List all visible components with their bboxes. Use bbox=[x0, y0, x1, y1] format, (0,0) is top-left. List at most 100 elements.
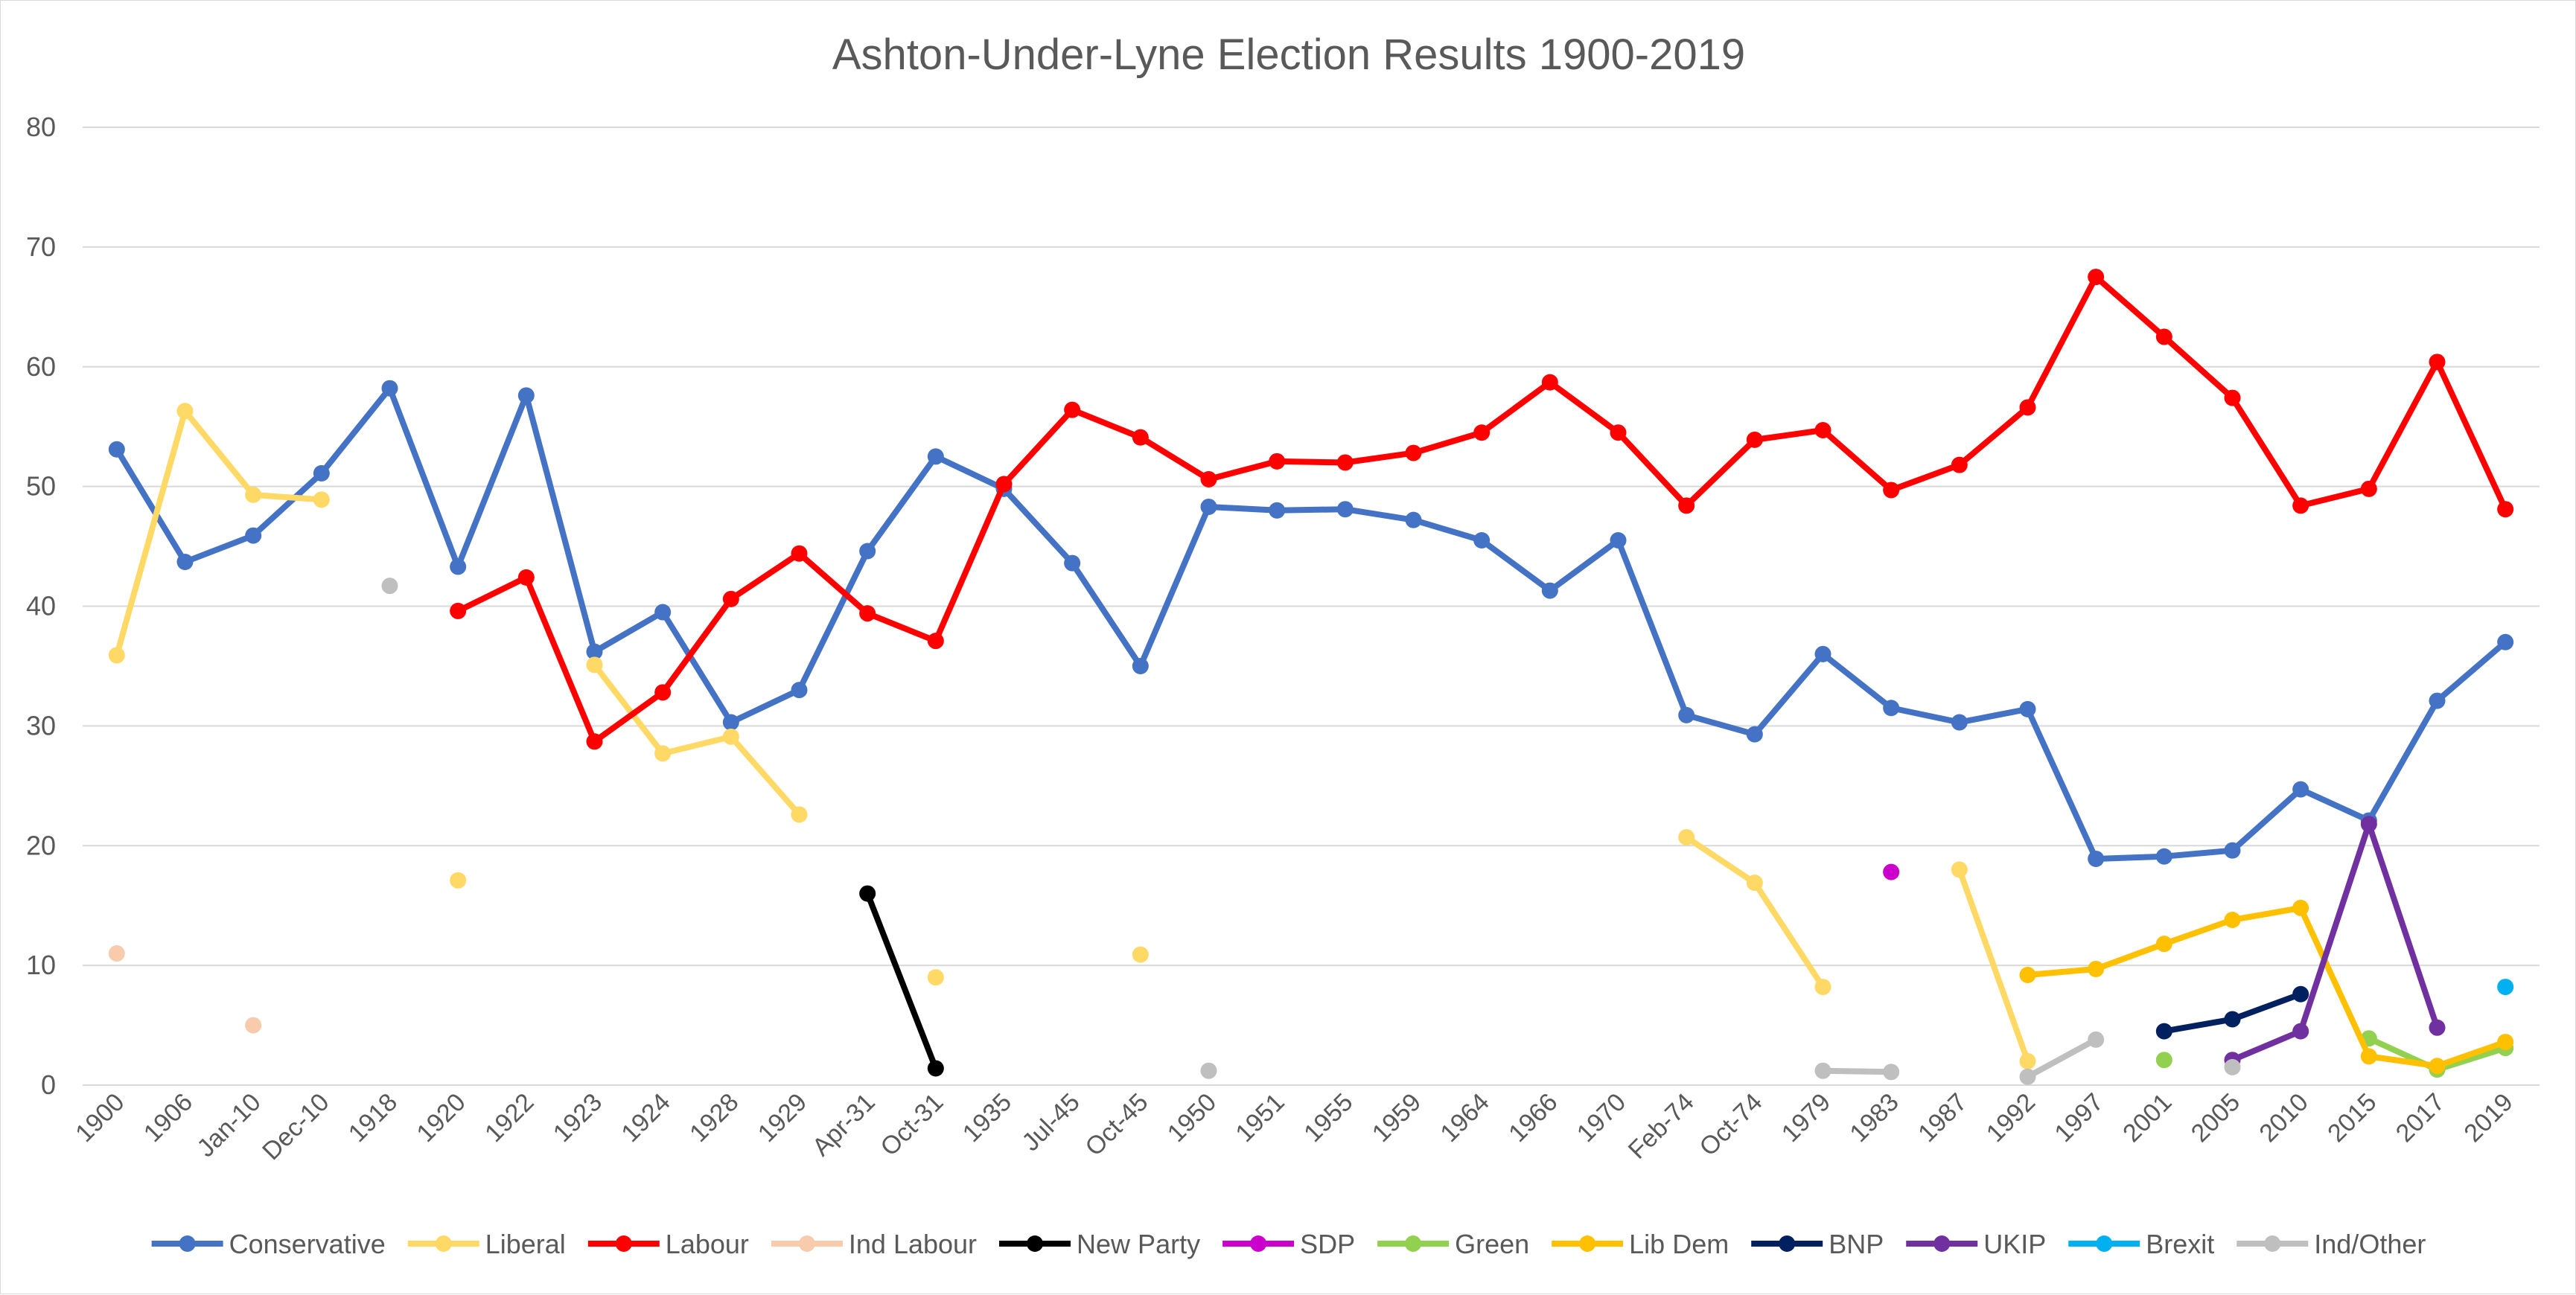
legend-label: Brexit bbox=[2146, 1229, 2214, 1259]
data-point bbox=[1336, 454, 1354, 471]
x-tick-label: 1922 bbox=[479, 1088, 539, 1148]
x-tick-label: Oct-74 bbox=[1694, 1088, 1767, 1162]
series-line bbox=[2229, 821, 2440, 1064]
x-tick-label: 1955 bbox=[1298, 1088, 1358, 1148]
data-point bbox=[2224, 911, 2241, 928]
x-tick-label: 1923 bbox=[548, 1088, 608, 1148]
data-point bbox=[1200, 470, 1217, 487]
legend-item: Brexit bbox=[2068, 1229, 2214, 1259]
data-point bbox=[927, 1060, 944, 1077]
legend-item: Labour bbox=[587, 1229, 749, 1259]
x-tick-label: 1959 bbox=[1367, 1088, 1426, 1148]
series-line bbox=[591, 662, 803, 818]
x-tick-label: 1966 bbox=[1503, 1088, 1563, 1148]
x-tick-label: 1987 bbox=[1913, 1088, 1972, 1148]
x-tick-label: 1928 bbox=[684, 1088, 744, 1148]
data-point bbox=[1678, 828, 1695, 845]
data-point bbox=[245, 527, 262, 544]
data-point bbox=[2224, 1058, 2241, 1075]
data-point bbox=[1473, 424, 1491, 441]
x-tick-label: Jan-10 bbox=[191, 1088, 266, 1163]
data-point bbox=[1610, 532, 1627, 549]
series-brexit bbox=[2497, 979, 2514, 996]
legend-marker bbox=[1405, 1235, 1422, 1252]
data-point bbox=[245, 486, 262, 503]
y-tick-label: 20 bbox=[26, 830, 56, 860]
data-point bbox=[859, 543, 876, 560]
x-tick-label: 1929 bbox=[753, 1088, 812, 1148]
data-point bbox=[1951, 714, 1968, 731]
legend-label: Lib Dem bbox=[1629, 1229, 1729, 1259]
x-tick-label: 1935 bbox=[957, 1088, 1017, 1148]
data-point bbox=[2088, 960, 2105, 977]
data-point bbox=[108, 647, 125, 664]
data-point bbox=[1814, 979, 1831, 996]
data-point bbox=[1746, 726, 1763, 743]
data-point bbox=[791, 682, 808, 699]
y-axis-labels: 0 10 20 30 40 50 60 70 80 bbox=[26, 112, 56, 1100]
data-point bbox=[517, 569, 535, 586]
x-tick-label: Feb-74 bbox=[1623, 1088, 1700, 1165]
data-point bbox=[1678, 706, 1695, 723]
series-new-party bbox=[859, 885, 944, 1077]
series-lib-dem bbox=[2019, 899, 2514, 1075]
data-point bbox=[1064, 401, 1081, 418]
series-conservative bbox=[108, 380, 2514, 867]
y-tick-label: 10 bbox=[26, 950, 56, 980]
data-point bbox=[108, 441, 125, 458]
legend-item: Lib Dem bbox=[1552, 1229, 1729, 1259]
series-line bbox=[1683, 834, 1826, 991]
legend-marker bbox=[615, 1235, 632, 1252]
data-point bbox=[2088, 1031, 2105, 1048]
series-liberal bbox=[108, 403, 2036, 1069]
series-line bbox=[1956, 866, 2031, 1064]
data-point bbox=[1746, 431, 1763, 448]
legend-marker bbox=[1250, 1235, 1267, 1252]
data-point bbox=[1951, 456, 1968, 473]
legend-item: Liberal bbox=[407, 1229, 566, 1259]
y-tick-label: 0 bbox=[41, 1069, 56, 1100]
data-point bbox=[586, 656, 603, 674]
data-point bbox=[2155, 328, 2172, 345]
legend-marker bbox=[2264, 1235, 2281, 1252]
data-point bbox=[1541, 374, 1558, 391]
data-point bbox=[1200, 1062, 1217, 1079]
legend-label: New Party bbox=[1077, 1229, 1200, 1259]
data-point bbox=[654, 604, 672, 621]
data-point bbox=[2360, 816, 2377, 833]
data-point bbox=[2429, 692, 2446, 709]
data-point bbox=[2360, 480, 2377, 497]
data-point bbox=[245, 1017, 262, 1034]
x-tick-label: 2010 bbox=[2254, 1088, 2313, 1148]
x-tick-label: Jul-45 bbox=[1016, 1088, 1085, 1157]
data-point bbox=[2292, 899, 2309, 916]
data-point bbox=[381, 380, 398, 397]
data-point bbox=[1610, 424, 1627, 441]
data-point bbox=[1883, 700, 1900, 717]
data-point bbox=[654, 684, 672, 701]
x-tick-label: Oct-45 bbox=[1080, 1088, 1153, 1162]
data-point bbox=[859, 885, 876, 902]
data-point bbox=[2292, 1023, 2309, 1040]
data-point bbox=[1405, 511, 1422, 528]
series-line bbox=[113, 385, 2509, 862]
data-point bbox=[108, 945, 125, 962]
legend-item: Ind/Other bbox=[2237, 1229, 2426, 1259]
data-point bbox=[450, 872, 467, 889]
x-tick-label: 1950 bbox=[1162, 1088, 1222, 1148]
data-point bbox=[2292, 497, 2309, 514]
data-point bbox=[927, 969, 944, 986]
data-point bbox=[1269, 502, 1286, 519]
y-tick-label: 30 bbox=[26, 710, 56, 741]
data-point bbox=[176, 403, 194, 420]
data-point bbox=[2088, 850, 2105, 867]
legend-label: Ind/Other bbox=[2314, 1229, 2426, 1259]
x-tick-label: 1906 bbox=[138, 1088, 198, 1148]
data-point bbox=[927, 448, 944, 465]
series-sdp bbox=[1883, 863, 1900, 880]
series-line bbox=[1820, 1067, 1895, 1075]
data-point bbox=[1132, 429, 1149, 446]
x-tick-label: 1964 bbox=[1435, 1088, 1494, 1148]
